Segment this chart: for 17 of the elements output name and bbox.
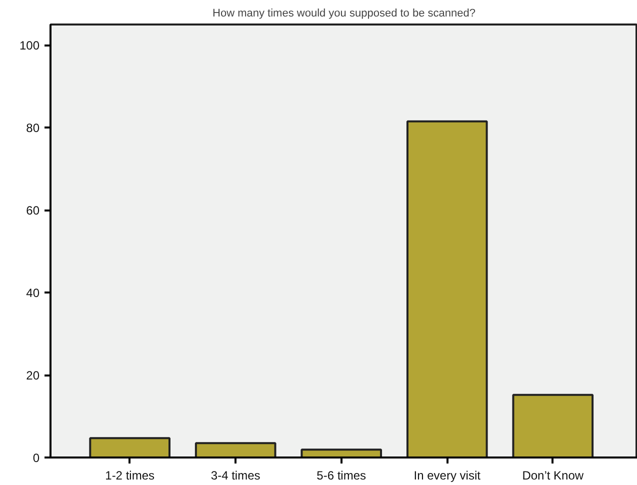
y-tick-label: 80: [26, 121, 40, 136]
y-tick-label: 40: [26, 286, 40, 300]
x-tick-label: 5-6 times: [316, 468, 366, 482]
x-tick-label: Don’t Know: [522, 468, 584, 482]
bar: [512, 394, 594, 458]
x-tick-label: In every visit: [414, 468, 482, 482]
bar: [406, 120, 488, 458]
chart-title: How many times would you supposed to be scanned?: [212, 8, 476, 20]
y-tick-label: 100: [19, 38, 40, 53]
y-tick-label: 60: [26, 204, 40, 218]
bar: [194, 442, 276, 458]
bar: [300, 448, 382, 458]
y-tick-label: 20: [26, 368, 40, 383]
x-tick-label: 1-2 times: [105, 468, 155, 482]
bar: [89, 437, 170, 458]
y-tick-label: 0: [32, 451, 40, 465]
x-tick-label: 3-4 times: [210, 468, 260, 482]
